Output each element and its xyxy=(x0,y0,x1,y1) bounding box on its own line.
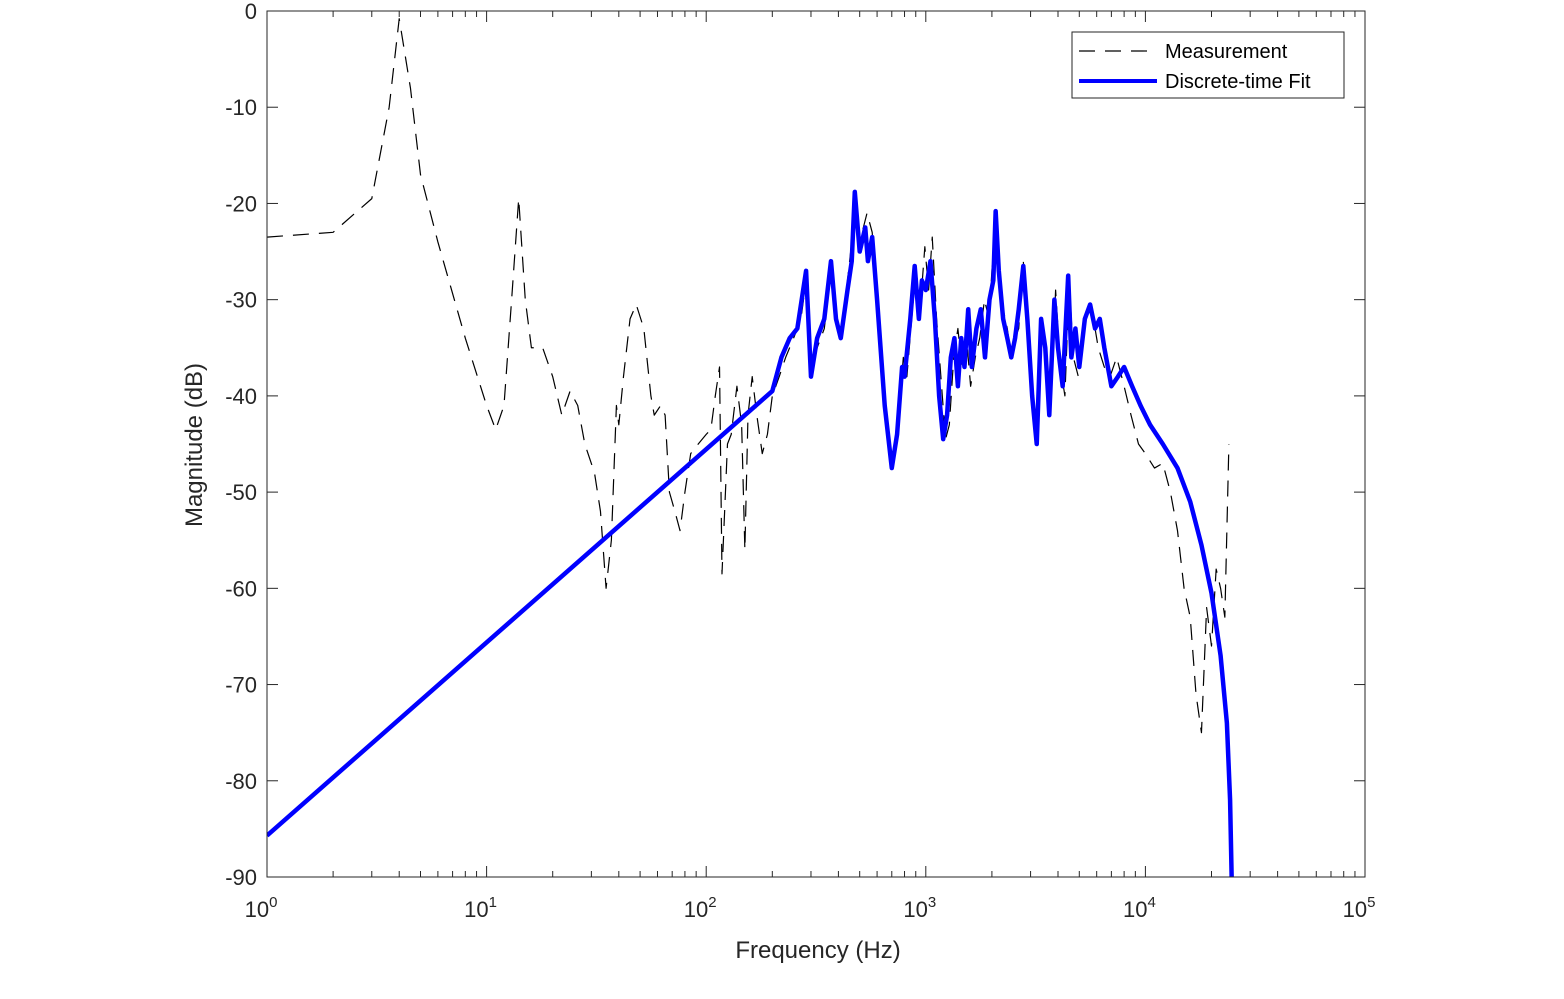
legend-label-measurement: Measurement xyxy=(1165,41,1288,63)
y-tick-label: 0 xyxy=(245,0,257,24)
series-fit-line xyxy=(267,189,1234,878)
legend: Measurement Discrete-time Fit xyxy=(1071,31,1345,99)
x-tick-label: 104 xyxy=(1123,894,1156,922)
x-tick-label: 105 xyxy=(1343,894,1376,922)
axes-frame xyxy=(266,10,1366,878)
y-axis-label: Magnitude (dB) xyxy=(181,363,208,527)
y-tick-label: -60 xyxy=(225,576,257,601)
plot-background xyxy=(267,11,1365,877)
legend-label-fit: Discrete-time Fit xyxy=(1165,71,1311,93)
legend-box xyxy=(1071,31,1345,99)
x-tick-label: 102 xyxy=(684,894,717,922)
x-tick-label: 103 xyxy=(903,894,936,922)
x-axis-label: Frequency (Hz) xyxy=(735,937,900,964)
y-tick-label: -50 xyxy=(225,480,257,505)
x-tick-label: 100 xyxy=(245,894,278,922)
series-layer xyxy=(267,18,1234,878)
x-tick-label: 101 xyxy=(464,894,497,922)
tick-labels: 100 101 102 103 104 105 0 -10 -20 -30 -40 -50 -60 -70… xyxy=(225,0,1375,922)
y-tick-label: -70 xyxy=(225,673,257,698)
plot-area xyxy=(267,11,1365,877)
y-tick-label: -10 xyxy=(225,95,257,120)
y-tick-label: -30 xyxy=(225,288,257,313)
y-tick-label: -40 xyxy=(225,384,257,409)
axes-box xyxy=(266,10,1366,878)
y-tick-label: -90 xyxy=(225,865,257,890)
y-tick-label: -80 xyxy=(225,769,257,794)
tick-marks xyxy=(266,10,1366,878)
y-tick-label: -20 xyxy=(225,191,257,216)
